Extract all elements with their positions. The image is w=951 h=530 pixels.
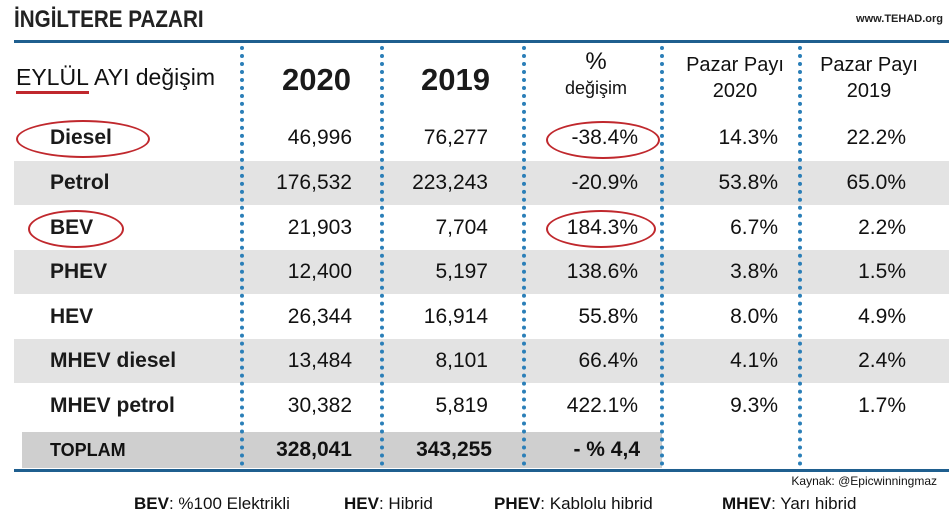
row-label: HEV [50,305,94,328]
share-2019: 1.7% [858,394,906,417]
month-rest: AYI değişim [94,64,216,90]
value-2020: 176,532 [276,171,352,194]
header-month-label: EYLÜL AYI değişim [16,64,215,91]
share-2019: 22.2% [846,126,906,149]
row-label: MHEV petrol [50,394,175,417]
value-2019: 7,704 [435,216,488,239]
legend-item: HEV: Hibrid [344,494,433,513]
legend-text: Kablolu hibrid [549,494,653,513]
highlight-circle-diesel-change [546,121,660,159]
table-row: MHEV petrol 30,382 5,819 422.1% 9.3% 1.7… [14,384,949,428]
share-2020: 9.3% [730,394,778,417]
pct-change: -20.9% [571,171,638,194]
value-2020: 13,484 [287,349,352,372]
table-row: MHEV diesel 13,484 8,101 66.4% 4.1% 2.4% [14,339,949,383]
pct-label: değişim [564,78,628,98]
value-2019: 8,101 [435,349,488,372]
pct-change: 422.1% [566,394,638,417]
legend-text: Yarı hibrid [780,494,857,513]
value-2019: 223,243 [412,171,488,194]
share-label: Pazar Payı [820,54,918,76]
header-share-2019: Pazar Payı 2019 [808,52,930,104]
header-pct-change: % değişim [548,48,644,100]
value-2019: 16,914 [423,305,488,328]
table-row: PHEV 12,400 5,197 138.6% 3.8% 1.5% [14,250,949,294]
pct-change: 66.4% [578,349,638,372]
bottom-rule [14,469,949,472]
total-row: TOPLAM 328,041 343,255 - % 4,4 [22,432,662,468]
pct-change: 138.6% [566,260,638,283]
pct-change: 55.8% [578,305,638,328]
header-2020: 2020 [282,62,351,97]
column-divider [798,46,802,466]
value-2019: 76,277 [423,126,488,149]
header-2019: 2019 [421,62,490,97]
table-row: BEV 21,903 7,704 184.3% 6.7% 2.2% [14,206,949,250]
legend-abbr: PHEV [494,494,541,513]
header-share-2020: Pazar Payı 2020 [674,52,796,104]
share-2020: 14.3% [718,126,778,149]
month-underlined: EYLÜL [16,64,89,90]
total-2020: 328,041 [276,438,352,461]
site-url: www.TEHAD.org [856,13,943,25]
table-row: Diesel 46,996 76,277 -38.4% 14.3% 22.2% [14,116,949,160]
column-divider [380,46,384,466]
row-label: PHEV [50,260,108,283]
share-2020: 4.1% [730,349,778,372]
column-divider [660,46,664,466]
total-label: TOPLAM [50,440,126,460]
legend-text: Hibrid [388,494,433,513]
highlight-circle-bev-change [546,210,656,248]
share-year: 2020 [712,80,758,102]
value-2020: 46,996 [287,126,352,149]
legend-item: BEV: %100 Elektrikli [134,494,290,513]
row-label: MHEV diesel [50,349,177,372]
highlight-circle-diesel [16,120,150,158]
top-rule [14,40,949,43]
share-2019: 2.2% [858,216,906,239]
value-2020: 26,344 [287,305,352,328]
share-2019: 2.4% [858,349,906,372]
share-2019: 65.0% [846,171,906,194]
share-2020: 53.8% [718,171,778,194]
value-2019: 5,197 [435,260,488,283]
total-2019: 343,255 [416,438,492,461]
share-2020: 6.7% [730,216,778,239]
legend-abbr: MHEV [722,494,772,513]
table-row: HEV 26,344 16,914 55.8% 8.0% 4.9% [14,295,949,339]
total-change: - % 4,4 [573,438,640,461]
share-2019: 4.9% [858,305,906,328]
column-divider [522,46,526,466]
share-2020: 3.8% [730,260,778,283]
value-2019: 5,819 [435,394,488,417]
value-2020: 30,382 [287,394,352,417]
legend-abbr: BEV [134,494,169,513]
legend-text: %100 Elektrikli [178,494,290,513]
pct-symbol: % [585,48,607,75]
share-2020: 8.0% [730,305,778,328]
legend-item: PHEV: Kablolu hibrid [494,494,653,513]
value-2020: 12,400 [287,260,352,283]
page-title: İNGİLTERE PAZARI [14,6,204,33]
share-label: Pazar Payı [686,54,784,76]
column-divider [240,46,244,466]
share-year: 2019 [846,80,892,102]
highlight-circle-bev [28,210,124,248]
row-label: Petrol [50,171,110,194]
table-row: Petrol 176,532 223,243 -20.9% 53.8% 65.0… [14,161,949,205]
value-2020: 21,903 [287,216,352,239]
legend-item: MHEV: Yarı hibrid [722,494,857,513]
share-2019: 1.5% [858,260,906,283]
legend-abbr: HEV [344,494,379,513]
source-credit: Kaynak: @Epicwinningmaz [791,474,937,488]
